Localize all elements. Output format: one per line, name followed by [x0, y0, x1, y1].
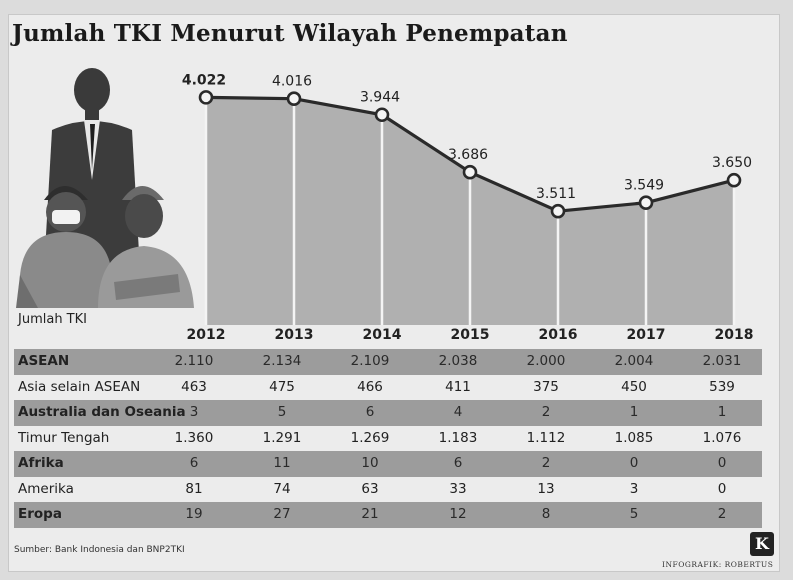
table-cell: 2.134 [262, 353, 302, 369]
x-tick-label: 2017 [627, 327, 666, 340]
data-point [198, 90, 214, 105]
table-cell: 2.038 [438, 353, 478, 369]
plot-area: 4.022 4.016 3.944 3.686 3.511 3.549 3.650 2012 2… [182, 72, 754, 340]
table-cell: 2.031 [702, 353, 742, 369]
table-cell: 33 [449, 480, 467, 497]
table-cell: 63 [361, 480, 379, 497]
table-cell: 2.110 [174, 353, 214, 369]
data-point [726, 172, 742, 188]
row-label: Eropa [18, 506, 62, 522]
table-cell: 74 [273, 480, 291, 497]
row-label: Australia dan Oseania [18, 404, 186, 420]
data-label: 3.686 [448, 147, 488, 163]
row-label: Timur Tengah [18, 429, 110, 446]
table-cell: 81 [185, 480, 203, 497]
table-cell: 2 [717, 506, 727, 522]
x-tick-label: 2015 [451, 327, 490, 340]
table-cell: 1 [629, 404, 639, 420]
data-label: 3.511 [536, 186, 576, 202]
x-tick-label: 2014 [363, 327, 402, 340]
table-row: Eropa 19 27 21 12 8 5 2 [14, 502, 762, 528]
table-cell: 27 [273, 506, 291, 522]
row-label: Afrika [18, 455, 64, 471]
x-tick-label: 2016 [539, 327, 578, 340]
x-tick-label: 2013 [275, 327, 314, 340]
region-table: ASEAN 2.110 2.134 2.109 2.038 2.000 2.004 2.031… [14, 349, 762, 528]
table-cell: 5 [629, 506, 639, 522]
row-label: ASEAN [18, 353, 70, 369]
table-cell: 475 [269, 378, 295, 395]
table-cell: 0 [629, 455, 639, 471]
table-cell: 11 [273, 455, 291, 471]
table-cell: 1.076 [702, 429, 742, 446]
table-cell: 6 [365, 404, 375, 420]
table-row: ASEAN 2.110 2.134 2.109 2.038 2.000 2.004 2.031 [14, 349, 762, 375]
row-label: Asia selain ASEAN [18, 378, 141, 395]
data-point [286, 91, 302, 107]
table-row: Australia dan Oseania 3 5 6 4 2 1 1 [14, 400, 762, 426]
table-cell: 450 [621, 378, 647, 395]
table-cell: 1.112 [526, 429, 566, 446]
table-cell: 0 [717, 480, 727, 497]
data-label: 3.944 [360, 90, 400, 106]
table-row: Asia selain ASEAN 463 475 466 411 375 450 539 [14, 375, 762, 401]
source-note: Sumber: Bank Indonesia dan BNP2TKI [14, 545, 185, 555]
data-point [638, 195, 654, 211]
table-cell: 1 [717, 404, 727, 420]
table-row: Amerika 81 74 63 33 13 3 0 [14, 477, 762, 503]
x-tick-label: 2018 [715, 327, 754, 340]
table-cell: 13 [537, 480, 555, 497]
table-row: Afrika 6 11 10 6 2 0 0 [14, 451, 762, 477]
table-cell: 539 [709, 378, 735, 395]
table-cell: 3 [629, 480, 639, 497]
table-cell: 1.291 [262, 429, 302, 446]
workers-illustration [16, 68, 194, 308]
table-cell: 6 [189, 455, 199, 471]
table-cell: 2.004 [614, 353, 654, 369]
table-cell: 3 [189, 404, 199, 420]
table-cell: 2 [541, 404, 551, 420]
y-axis-label: Jumlah TKI [18, 312, 87, 327]
table-row: Timur Tengah 1.360 1.291 1.269 1.183 1.112 1.0… [14, 426, 762, 452]
row-label: Amerika [18, 480, 74, 497]
table-cell: 466 [357, 378, 383, 395]
data-label: 4.022 [182, 72, 226, 88]
table-cell: 8 [541, 506, 551, 522]
table-cell: 0 [717, 455, 727, 471]
data-point [462, 164, 478, 180]
credit-note: INFOGRAFIK: ROBERTUS [662, 560, 774, 569]
table-cell: 19 [185, 506, 203, 522]
table-cell: 2.000 [526, 353, 566, 369]
table-cell: 2.109 [350, 353, 390, 369]
data-point [550, 203, 566, 219]
data-label: 3.549 [624, 178, 664, 194]
table-cell: 375 [533, 378, 559, 395]
table-cell: 10 [361, 455, 379, 471]
table-cell: 5 [277, 404, 287, 420]
table-cell: 1.269 [350, 429, 390, 446]
kompas-logo-icon: K [750, 532, 774, 556]
table-cell: 463 [181, 378, 207, 395]
table-cell: 6 [453, 455, 463, 471]
data-point [374, 107, 390, 123]
table-cell: 21 [361, 506, 379, 522]
table-cell: 2 [541, 455, 551, 471]
chart-title: Jumlah TKI Menurut Wilayah Penempatan [12, 20, 568, 47]
table-cell: 1.360 [174, 429, 214, 446]
data-label: 4.016 [272, 74, 312, 90]
table-cell: 4 [453, 404, 463, 420]
data-label: 3.650 [712, 155, 752, 171]
x-tick-label: 2012 [187, 327, 226, 340]
table-cell: 411 [445, 378, 471, 395]
table-cell: 12 [449, 506, 467, 522]
table-cell: 1.183 [438, 429, 478, 446]
line-area-chart: 4.022 4.016 3.944 3.686 3.511 3.549 3.650 2012 2… [182, 72, 754, 340]
table-cell: 1.085 [614, 429, 654, 446]
